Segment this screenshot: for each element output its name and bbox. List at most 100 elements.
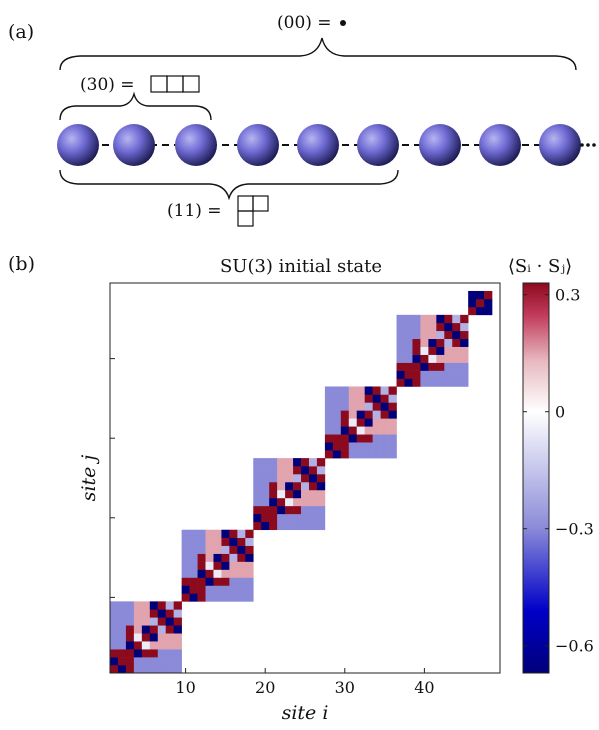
heatmap-cell xyxy=(221,537,230,546)
heatmap-cell xyxy=(165,633,174,642)
heatmap-cell xyxy=(110,601,119,610)
dot-icon xyxy=(340,20,346,26)
chain-site-sphere xyxy=(237,124,279,166)
heatmap-cell xyxy=(125,625,135,634)
heatmap-cell xyxy=(364,434,373,443)
heatmap-cell xyxy=(110,625,119,634)
heatmap-cell xyxy=(110,609,119,618)
heatmap-cell xyxy=(277,489,286,499)
heatmap-cell xyxy=(197,553,206,562)
heatmap-cell xyxy=(301,458,310,467)
heatmap-cell xyxy=(364,402,373,411)
heatmap-cell xyxy=(165,665,174,674)
heatmap-cell xyxy=(428,378,437,387)
heatmap-cell xyxy=(301,489,310,499)
heatmap-cell xyxy=(468,306,477,316)
heatmap-cell xyxy=(157,657,167,666)
heatmap-cell xyxy=(285,497,294,507)
heatmap-cell xyxy=(404,330,413,340)
heatmap-cell xyxy=(229,553,238,562)
heatmap-cell xyxy=(348,394,358,403)
heatmap-cell xyxy=(237,553,246,562)
heatmap-cell xyxy=(269,521,278,531)
heatmap-cell xyxy=(181,537,190,546)
heatmap-cell xyxy=(285,505,294,515)
heatmap-cell xyxy=(293,497,302,507)
heatmap-cell xyxy=(444,346,453,355)
heatmap-cell xyxy=(261,489,270,499)
colorbar-ticks: 0.3 0 −0.3 −0.6 xyxy=(523,286,594,656)
heatmap-cell xyxy=(205,593,214,602)
heatmap-cell xyxy=(380,402,389,411)
heatmap-cell xyxy=(261,497,270,507)
x-tick-label: 30 xyxy=(335,678,355,697)
heatmap-cell xyxy=(245,569,254,578)
heatmap-cell xyxy=(316,489,326,499)
heatmap-cell xyxy=(117,625,127,634)
bottom-brace xyxy=(59,169,399,201)
left-brace-label: (30) = xyxy=(80,75,135,95)
heatmap-cell xyxy=(388,418,397,427)
heatmap-cell xyxy=(460,330,469,340)
heatmap-cell xyxy=(436,378,445,387)
heatmap-cell xyxy=(324,426,334,435)
heatmap-cell xyxy=(428,330,437,340)
heatmap-cell xyxy=(133,641,143,650)
heatmap-cell xyxy=(316,474,326,483)
heatmap-cell xyxy=(364,410,373,419)
heatmap-cell xyxy=(468,298,477,308)
heatmap-cell xyxy=(237,561,246,570)
heatmap-cell xyxy=(277,505,286,515)
chain-site-sphere xyxy=(419,124,461,166)
colorbar xyxy=(522,282,550,674)
heatmap-cell xyxy=(356,450,365,459)
colorbar-label: ⟨Sᵢ · Sⱼ⟩ xyxy=(508,256,572,277)
heatmap-cell xyxy=(340,418,350,427)
heatmap-cell xyxy=(117,633,127,642)
heatmap-cell xyxy=(125,617,135,626)
heatmap-cell xyxy=(213,569,222,578)
colorbar-tick-label: −0.6 xyxy=(555,637,594,656)
heatmap-cell xyxy=(125,649,135,658)
heatmap-cell xyxy=(316,513,326,523)
heatmap-cell xyxy=(301,521,310,531)
heatmap-cell xyxy=(396,314,405,324)
heatmap-cell xyxy=(157,625,167,634)
heatmap xyxy=(110,290,493,674)
heatmap-cell xyxy=(380,434,389,443)
heatmap-cell xyxy=(396,362,405,371)
heatmap-cell xyxy=(468,290,477,300)
heatmap-cell xyxy=(149,633,159,642)
heatmap-cell xyxy=(189,529,198,538)
heatmap-cell xyxy=(285,513,294,523)
heatmap-cell xyxy=(245,529,254,538)
chain-site-sphere xyxy=(479,124,521,166)
heatmap-cell xyxy=(436,314,445,324)
heatmap-cell xyxy=(213,585,222,594)
panel-a-label: (a) xyxy=(8,21,34,43)
heatmap-cell xyxy=(285,458,294,467)
heatmap-cell xyxy=(380,450,389,459)
heatmap-cell xyxy=(324,410,334,419)
heatmap-cell xyxy=(237,585,246,594)
heatmap-cell xyxy=(356,386,365,395)
heatmap-cell xyxy=(420,330,429,340)
heatmap-cell xyxy=(157,633,167,642)
heatmap-cell xyxy=(484,290,493,300)
heatmap-cell xyxy=(364,394,373,403)
heatmap-cell xyxy=(165,641,174,650)
heatmap-cell xyxy=(173,641,182,650)
heatmap-cell xyxy=(261,505,270,515)
heatmap-cell xyxy=(301,505,310,515)
heatmap-cell xyxy=(372,442,381,451)
heatmap-cell xyxy=(452,346,461,355)
heatmap-cell xyxy=(253,481,262,491)
heatmap-cell xyxy=(332,386,342,395)
heatmap-cell xyxy=(364,386,373,395)
heatmap-cell xyxy=(173,665,182,674)
heatmap-cell xyxy=(221,577,230,586)
heatmap-cell xyxy=(253,513,262,523)
heatmap-cell xyxy=(356,418,365,427)
heatmap-cell xyxy=(404,346,413,355)
heatmap-cell xyxy=(308,481,318,491)
